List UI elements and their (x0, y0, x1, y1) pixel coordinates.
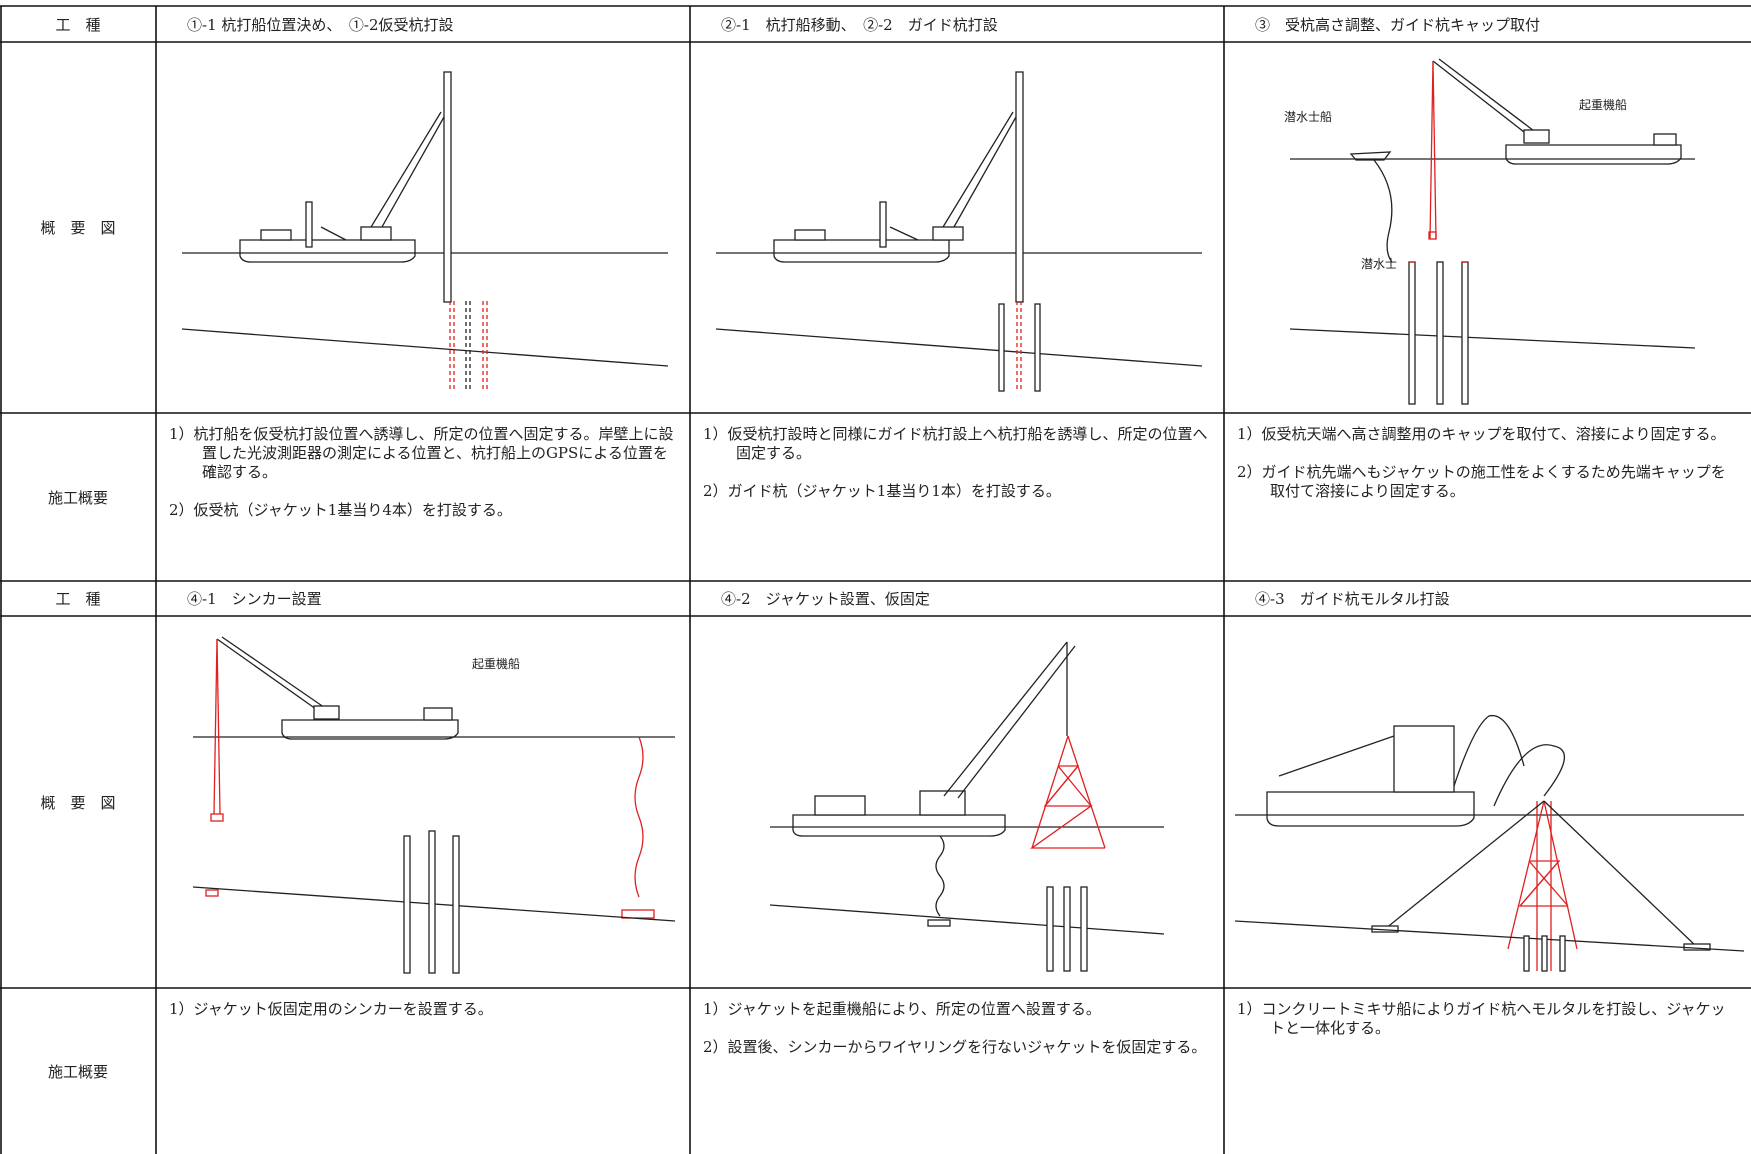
item: 2）ガイド杭（ジャケット1基当り1本）を打設する。 (703, 482, 1061, 500)
diagram (715, 71, 1203, 392)
row-label: 概 要 図 (40, 219, 116, 237)
description: 1）杭打船を仮受杭打設位置へ誘導し、所定の位置へ固定する。岸壁上に設置した光波測… (156, 413, 690, 581)
description: 1）ジャケットを起重機船により、所定の位置へ設置する。 2）設置後、シンカーからワ… (690, 988, 1224, 1154)
diagram (1234, 714, 1745, 972)
diagram-label: 潜水士 (1361, 257, 1397, 271)
item: 2）設置後、シンカーからワイヤリングを行ないジャケットを仮固定する。 (703, 1038, 1207, 1056)
step-title: ③ 受杭高さ調整、ガイド杭キャップ取付 (1255, 15, 1541, 34)
row-label: 工 種 (55, 590, 101, 608)
diagram (769, 641, 1165, 972)
step-title: ④-1 シンカー設置 (187, 590, 322, 608)
diagram-label: 起重機船 (472, 656, 520, 671)
description: 1）ジャケット仮固定用のシンカーを設置する。 (156, 988, 690, 1154)
item: 1）ジャケット仮固定用のシンカーを設置する。 (169, 1000, 493, 1018)
item: 2）ガイド杭先端へもジャケットの施工性をよくするため先端キャップを取付て溶接によ… (1237, 463, 1726, 500)
item: 1）仮受杭打設時と同様にガイド杭打設上へ杭打船を誘導し、所定の位置へ固定する。 (703, 425, 1208, 462)
diagram: 起重機船 (192, 636, 676, 974)
item: 1）仮受杭天端へ高さ調整用のキャップを取付て、溶接により固定する。 (1237, 425, 1726, 443)
description: 1）コンクリートミキサ船によりガイド杭へモルタルを打設し、ジャケットと一体化する… (1224, 988, 1751, 1154)
row-label: 施工概要 (47, 488, 108, 507)
item: 1）コンクリートミキサ船によりガイド杭へモルタルを打設し、ジャケットと一体化する… (1237, 1000, 1726, 1037)
row-label: 施工概要 (47, 1062, 108, 1081)
item: 2）仮受杭（ジャケット1基当り4本）を打設する。 (169, 501, 512, 519)
step-title: ④-3 ガイド杭モルタル打設 (1255, 590, 1450, 608)
diagram-label: 起重機船 (1579, 97, 1627, 112)
row-label: 工 種 (55, 15, 101, 34)
diagram (181, 71, 669, 390)
diagram: 潜水士船 起重機船 潜水士 (1284, 58, 1696, 405)
description: 1）仮受杭天端へ高さ調整用のキャップを取付て、溶接により固定する。 2）ガイド杭先… (1224, 413, 1751, 581)
item: 1）杭打船を仮受杭打設位置へ誘導し、所定の位置へ固定する。岸壁上に設置した光波測… (169, 425, 674, 481)
step-title: ④-2 ジャケット設置、仮固定 (721, 590, 930, 608)
item: 1）ジャケットを起重機船により、所定の位置へ設置する。 (703, 1000, 1101, 1018)
description: 1）仮受杭打設時と同様にガイド杭打設上へ杭打船を誘導し、所定の位置へ固定する。 2… (690, 413, 1224, 581)
diagram-label: 潜水士船 (1284, 110, 1332, 124)
step-title: ①-1 杭打船位置決め、 ①-2仮受杭打設 (187, 15, 454, 34)
step-title: ②-1 杭打船移動、 ②-2 ガイド杭打設 (721, 15, 998, 34)
row-label: 概 要 図 (40, 793, 116, 812)
